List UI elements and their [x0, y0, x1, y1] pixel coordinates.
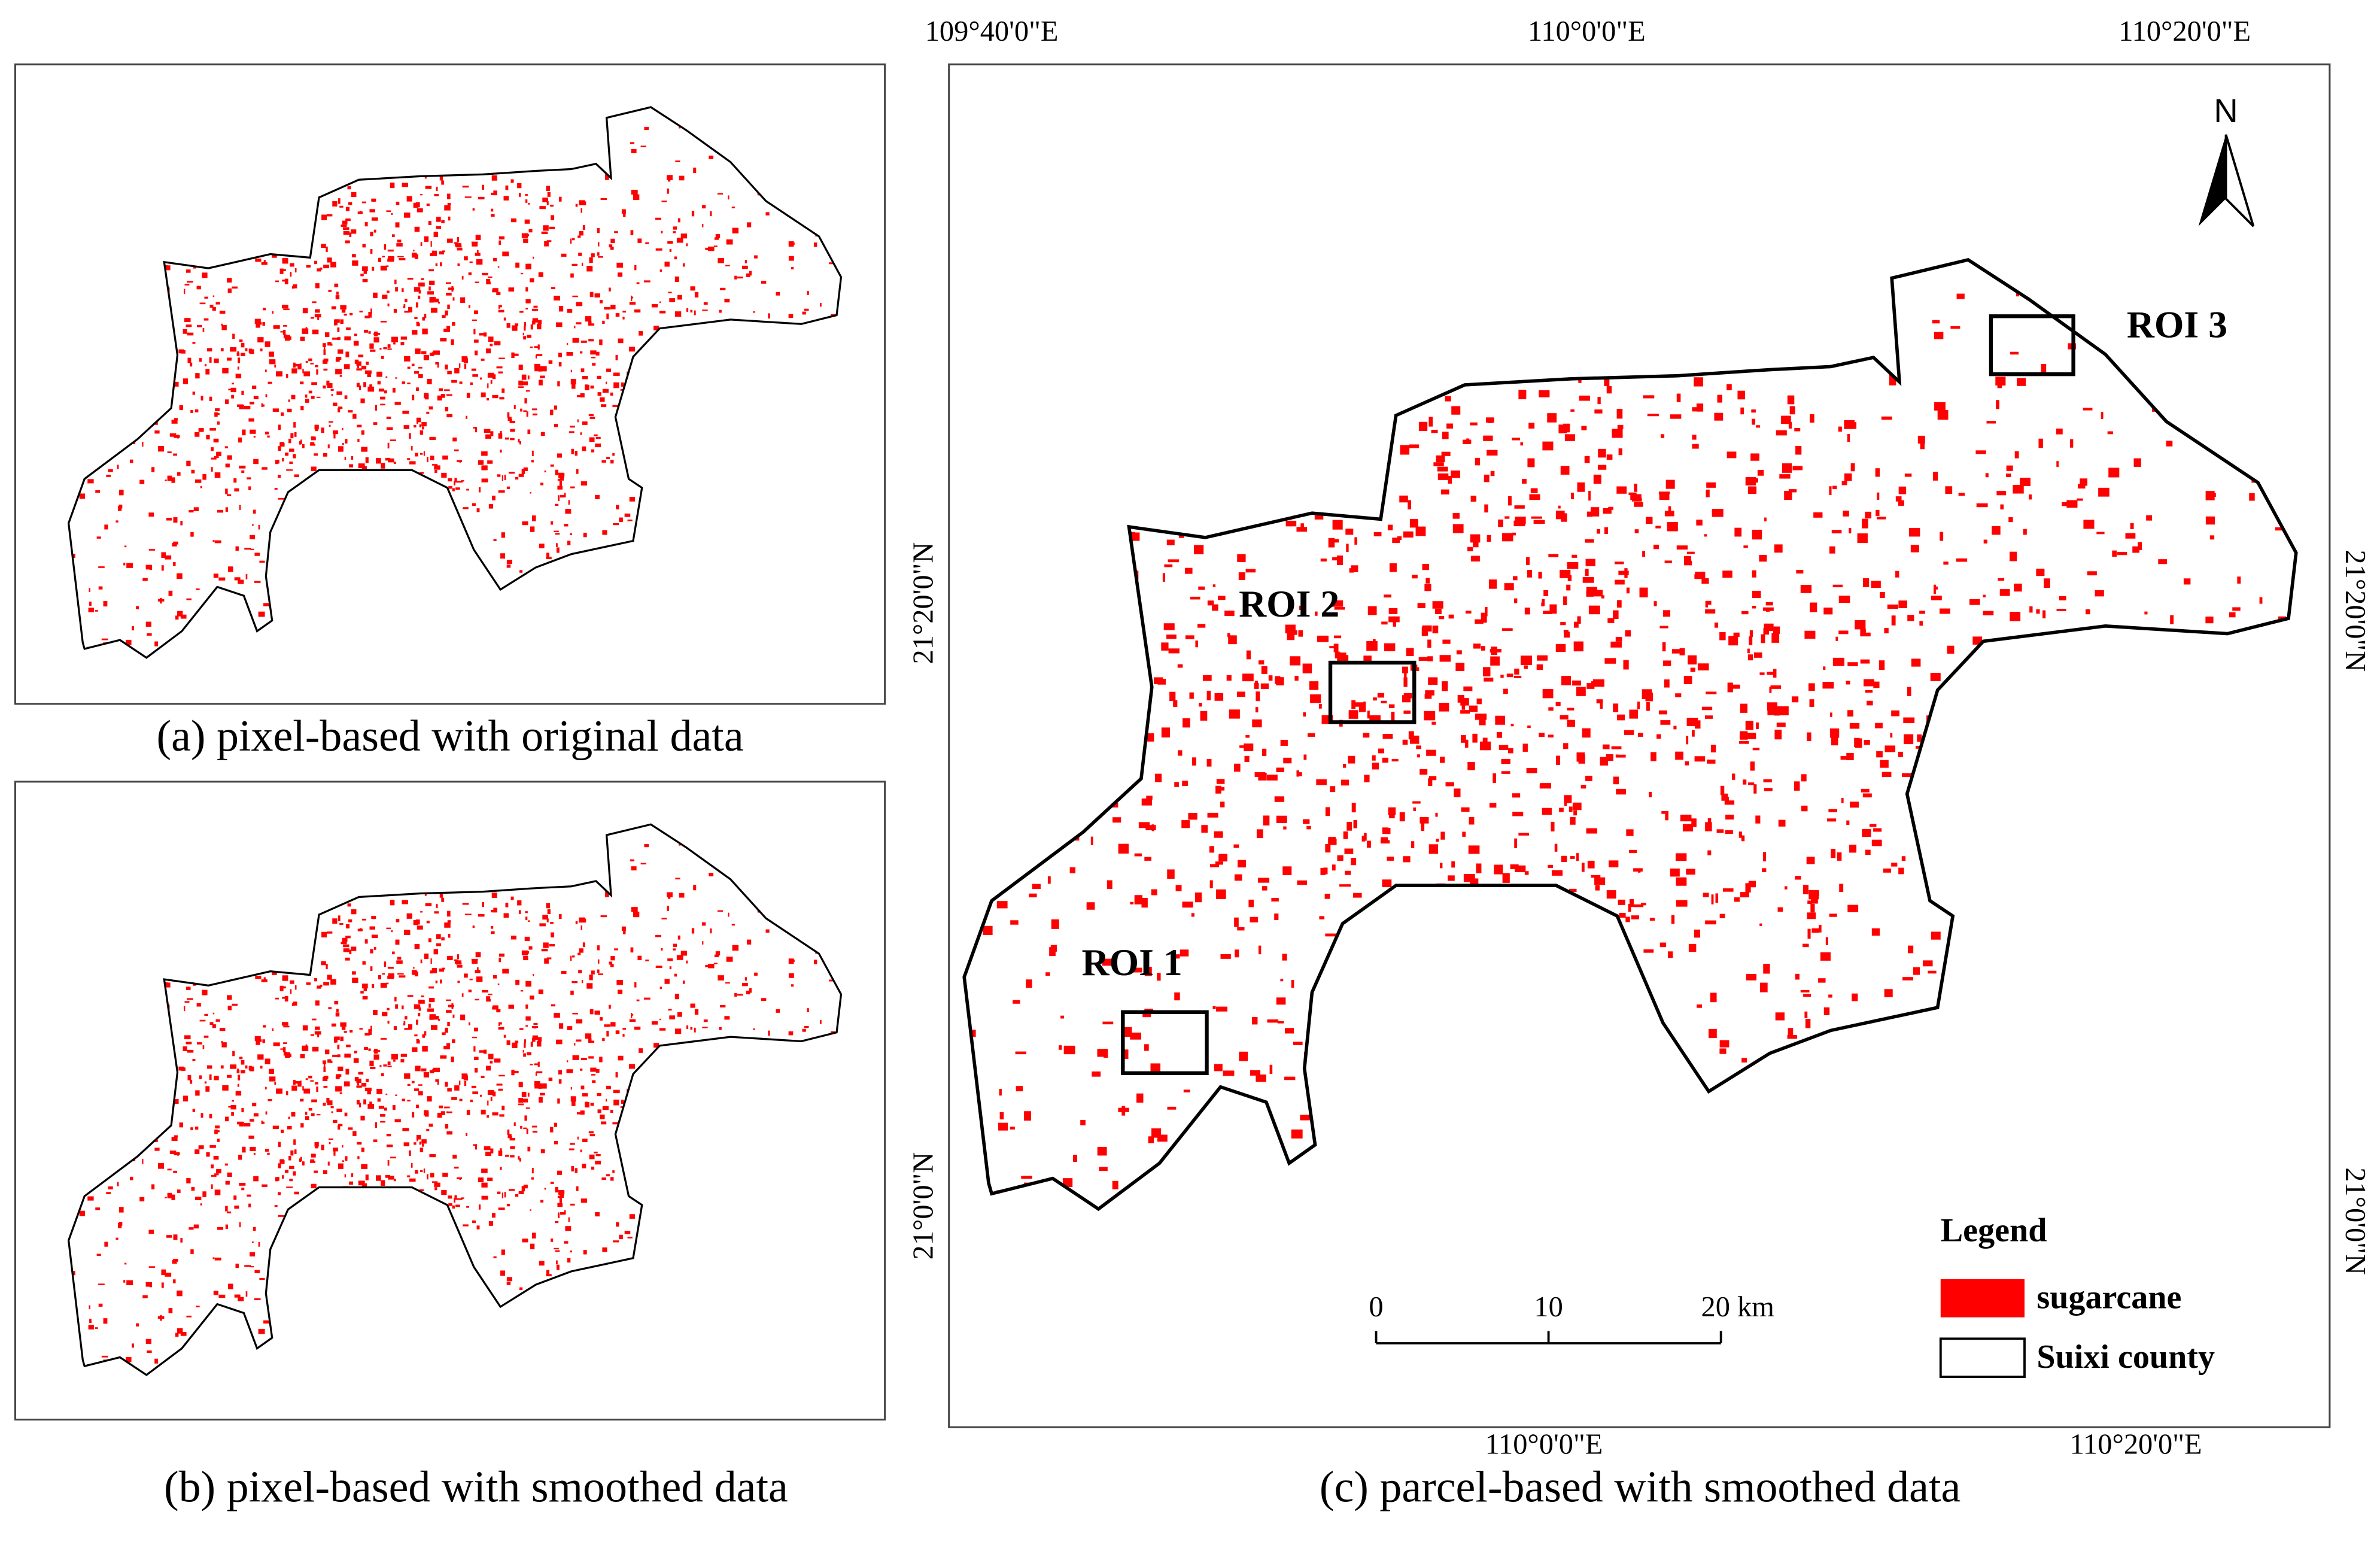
legend-item: Suixi county — [2036, 1338, 2215, 1376]
scale-label: 0 — [1369, 1291, 1383, 1323]
coord-label: 110°0'0"E — [1485, 1428, 1603, 1460]
north-arrow — [2198, 134, 2226, 226]
map-c — [964, 260, 2300, 1212]
roi-label: ROI 3 — [2127, 303, 2227, 345]
panel-c-frame — [948, 63, 2331, 1428]
panel-b-frame — [14, 781, 886, 1421]
map-a — [69, 107, 844, 660]
north-label: N — [2214, 92, 2238, 129]
coord-label: 21°20'0"N — [908, 542, 940, 664]
legend-title: Legend — [1941, 1212, 2047, 1249]
coord-label: 21°0'0"N — [908, 1152, 940, 1260]
coord-label: 110°20'0"E — [2118, 16, 2251, 47]
panel-a-frame — [14, 63, 886, 705]
roi-label: ROI 2 — [1239, 582, 1339, 625]
caption: (b) pixel-based with smoothed data — [164, 1462, 788, 1511]
map-b — [69, 824, 844, 1377]
coord-label: 21°0'0"N — [2339, 1167, 2371, 1275]
roi-box — [1328, 660, 1417, 724]
legend-swatch — [1939, 1337, 2026, 1379]
scale-label: 20 km — [1701, 1291, 1774, 1323]
coord-label: 110°0'0"E — [1528, 16, 1646, 47]
roi-box — [1121, 1010, 1209, 1075]
legend-item: sugarcane — [2036, 1279, 2181, 1316]
coord-label: 21°20'0"N — [2339, 550, 2371, 672]
roi-label: ROI 1 — [1082, 941, 1183, 984]
legend-swatch — [1940, 1279, 2025, 1318]
caption: (c) parcel-based with smoothed data — [1320, 1462, 1960, 1511]
north-arrow — [2224, 134, 2255, 227]
coord-label: 109°40'0"E — [925, 16, 1059, 47]
coord-label: 110°20'0"E — [2070, 1428, 2202, 1460]
caption: (a) pixel-based with original data — [156, 711, 743, 760]
scale-bar — [1375, 1331, 1722, 1344]
roi-box — [1989, 314, 2075, 377]
scale-label: 10 — [1534, 1291, 1563, 1323]
